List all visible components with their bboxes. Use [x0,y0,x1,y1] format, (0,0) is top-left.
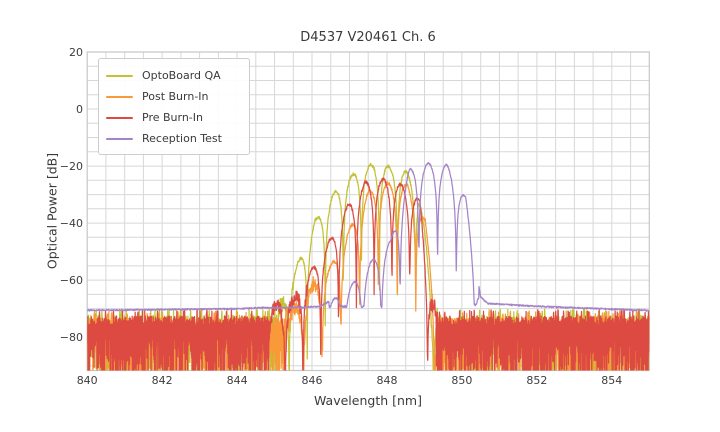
plot-border [86,51,650,372]
svg-text:−60: −60 [60,274,83,287]
chart-title: D4537 V20461 Ch. 6 [300,30,436,45]
svg-text:−20: −20 [60,160,83,173]
x-axis-label: Wavelength [nm] [314,393,422,408]
series-path-reception-test [87,162,650,312]
legend-item-optoboard-qa: OptoBoard QA [106,65,241,86]
legend-item-post-burn-in: Post Burn-In [106,86,241,107]
svg-text:846: 846 [302,374,323,387]
legend-label: OptoBoard QA [142,69,221,82]
svg-text:850: 850 [451,374,472,387]
series-curves [87,162,650,371]
legend-label: Reception Test [142,132,222,145]
svg-text:848: 848 [377,374,398,387]
svg-text:844: 844 [227,374,248,387]
svg-text:−80: −80 [60,331,83,344]
y-tick-labels: 20 0 −20 −40 −60 −80 [60,46,83,344]
legend-item-pre-burn-in: Pre Burn-In [106,107,241,128]
svg-text:20: 20 [69,46,83,59]
svg-text:852: 852 [526,374,547,387]
svg-text:−40: −40 [60,217,83,230]
x-tick-labels: 840 842 844 846 848 850 852 854 [77,374,623,387]
legend-item-reception-test: Reception Test [106,128,241,149]
series-path-pre-burn-in [87,177,650,371]
legend-line-swatch [106,137,133,140]
svg-text:840: 840 [77,374,98,387]
legend-line-swatch [106,116,133,119]
legend-label: Post Burn-In [142,90,209,103]
svg-text:842: 842 [152,374,173,387]
svg-text:0: 0 [76,103,83,116]
legend-label: Pre Burn-In [142,111,203,124]
svg-text:854: 854 [601,374,622,387]
legend-line-swatch [106,74,133,77]
y-axis-label: Optical Power [dB] [44,152,60,270]
legend-line-swatch [106,95,133,98]
legend: OptoBoard QA Post Burn-In Pre Burn-In Recep… [98,58,250,155]
